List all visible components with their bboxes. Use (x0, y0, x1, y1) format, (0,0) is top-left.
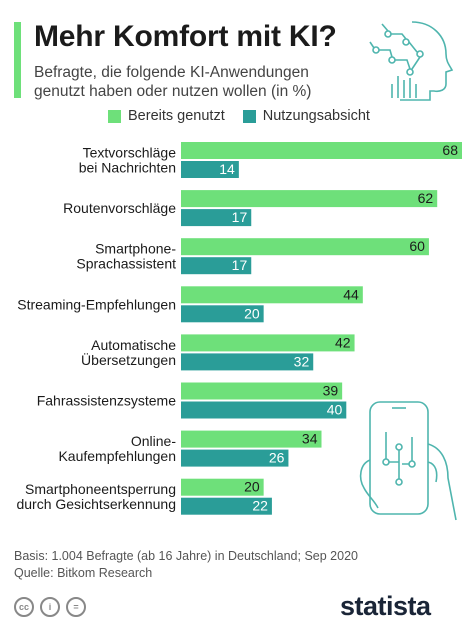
bar-absicht (181, 161, 239, 178)
legend-label-bereits: Bereits genutzt (128, 108, 225, 124)
data-label: 22 (252, 498, 268, 514)
statista-logo[interactable]: statista (340, 591, 431, 621)
bar-bereits (181, 190, 438, 208)
legend-swatch-nutzungsabsicht (242, 109, 256, 123)
chart-footer: Basis: 1.004 Befragte (ab 16 Jahre) in D… (14, 548, 358, 582)
by-icon[interactable]: i (40, 597, 60, 617)
data-label: 62 (418, 190, 434, 206)
data-label: 32 (294, 353, 310, 369)
bar-bereits (181, 286, 363, 304)
data-label: 68 (442, 142, 458, 158)
bar-absicht (181, 257, 252, 275)
category-label: Fahrassistenzsysteme (37, 393, 176, 409)
bar-absicht (181, 353, 314, 371)
bar-bereits (181, 382, 343, 400)
bar-bereits (181, 478, 264, 496)
data-label: 44 (343, 286, 359, 302)
chart-subtitle: Befragte, die folgende KI-Anwendungen ge… (34, 64, 312, 100)
data-label: 26 (269, 450, 285, 466)
legend-label-nutzungsabsicht: Nutzungsabsicht (262, 108, 370, 124)
nd-icon[interactable]: = (66, 597, 86, 617)
license-icons: cc i = (14, 597, 92, 617)
ai-head-icon (369, 21, 454, 101)
category-label: Streaming-Empfehlungen (17, 296, 176, 312)
category-label: Smartphone- (95, 241, 176, 257)
data-label: 20 (244, 305, 260, 321)
category-label: Routenvorschläge (63, 200, 176, 216)
chart-title: Mehr Komfort mit KI? (34, 20, 337, 53)
data-label: 17 (232, 209, 248, 225)
category-label: bei Nachrichten (79, 160, 176, 176)
bar-absicht (181, 209, 252, 227)
data-label: 17 (232, 257, 248, 273)
bar-bereits (181, 430, 322, 448)
data-label: 34 (302, 431, 318, 447)
category-label: Textvorschläge (83, 145, 177, 161)
bar-absicht (181, 497, 272, 515)
bar-bereits (181, 334, 355, 352)
basis-note: Basis: 1.004 Befragte (ab 16 Jahre) in D… (14, 549, 358, 563)
data-label: 20 (244, 479, 260, 495)
bar-absicht (181, 449, 289, 467)
legend-item-bereits: Bereits genutzt (108, 108, 225, 124)
category-label: Sprachassistent (76, 256, 176, 272)
category-label: Kaufempfehlungen (58, 448, 176, 464)
bar-bereits (181, 142, 462, 159)
bar-absicht (181, 401, 347, 419)
category-label: Online- (131, 433, 176, 449)
source-note: Quelle: Bitkom Research (14, 566, 153, 580)
smartphone-icon (359, 401, 457, 521)
title-accent-bar (14, 22, 21, 98)
legend-swatch-bereits (108, 109, 121, 123)
chart-legend: Bereits genutzt Nutzungsabsicht (108, 108, 388, 124)
legend-item-nutzungsabsicht: Nutzungsabsicht (242, 108, 370, 124)
category-label: durch Gesichtserkennung (16, 496, 176, 512)
data-label: 42 (335, 334, 351, 350)
data-label: 39 (323, 383, 339, 399)
data-label: 60 (409, 238, 425, 254)
cc-icon[interactable]: cc (14, 597, 34, 617)
bar-absicht (181, 305, 264, 323)
bar-bereits (181, 238, 429, 256)
data-label: 14 (219, 161, 235, 177)
category-label: Automatische (91, 337, 176, 353)
category-label: Smartphoneentsperrung (25, 481, 176, 497)
data-label: 40 (327, 402, 343, 418)
category-label: Übersetzungen (81, 351, 176, 368)
